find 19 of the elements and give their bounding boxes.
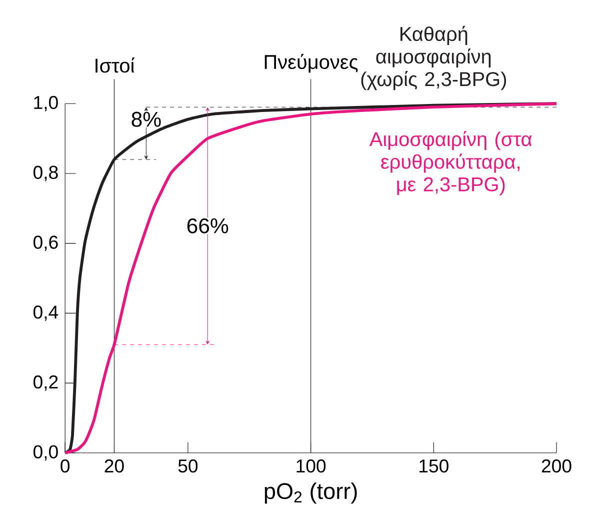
x-tick-label: 150 (420, 459, 448, 472)
annotation: 8% (132, 112, 161, 127)
x-tick-label: 50 (178, 459, 198, 472)
y-tick-label: 0,4 (34, 305, 58, 321)
y-tick-label: 1,0 (34, 96, 58, 112)
y-tick-label: 0,8 (34, 166, 58, 181)
x-tick-label: 20 (104, 459, 124, 472)
x-axis-title: pO$_{2}$ (torr) (264, 482, 357, 504)
x-tick-label: 100 (296, 459, 326, 472)
series-label: Αιμοσφαιρίνη (στα ερυθροκύτταρα, με 2,3-BPG) (369, 130, 532, 196)
x-tick-label: 200 (542, 459, 572, 472)
ref-line-label: Πνεύμονες (264, 54, 358, 73)
annotation: 66% (187, 218, 228, 234)
x-tick-label: 0 (60, 459, 70, 472)
y-tick-label: 0,0 (34, 445, 58, 460)
ref-line-label: Ιστοί (96, 57, 134, 73)
y-tick-label: 0,2 (34, 375, 58, 391)
series-label: Καθαρή αιμοσφαιρίνη (χωρίς 2,3-BPG) (361, 26, 506, 90)
y-tick-label: 0,6 (34, 235, 58, 251)
